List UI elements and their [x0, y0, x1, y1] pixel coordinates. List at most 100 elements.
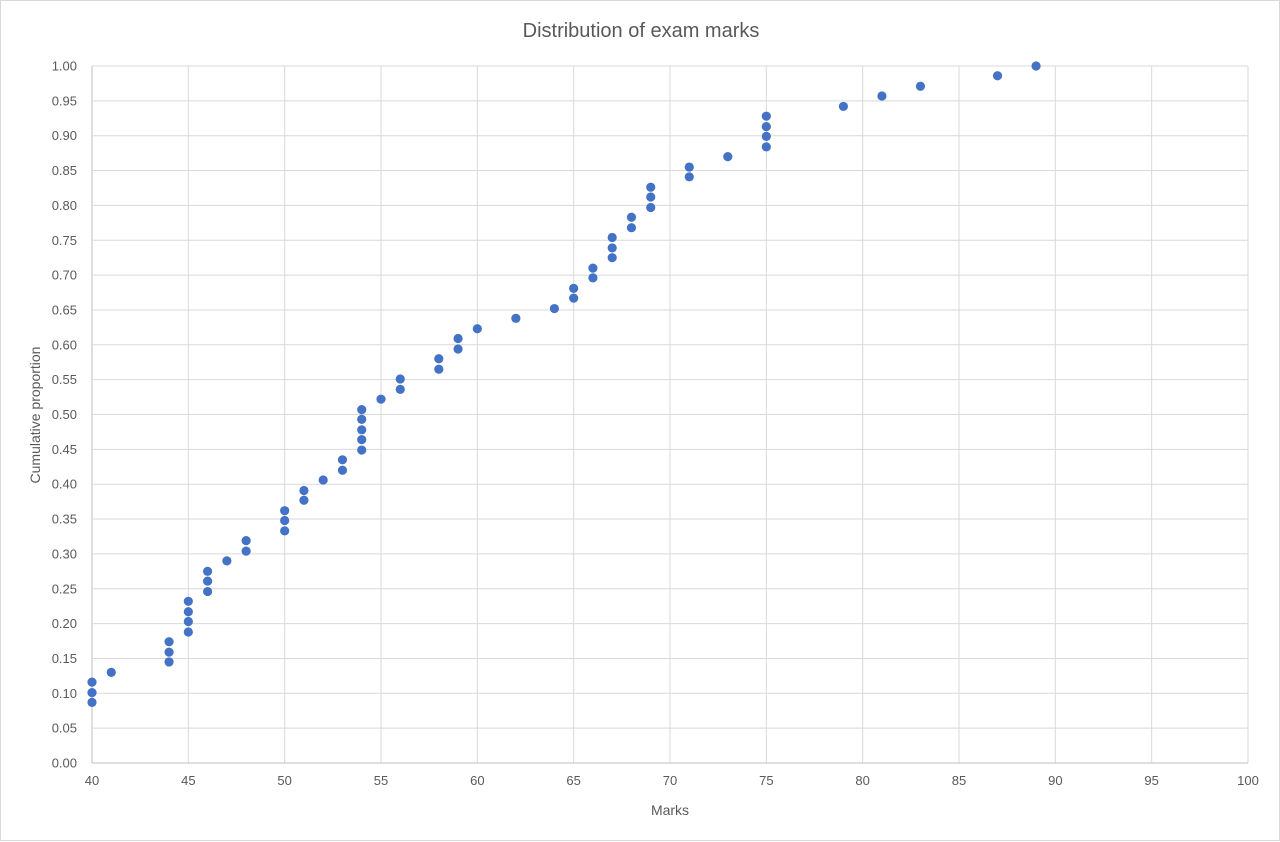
horizontal-gridlines — [92, 65, 1248, 764]
data-point — [434, 364, 444, 374]
data-point — [607, 243, 617, 253]
chart-title: Distribution of exam marks — [523, 20, 760, 42]
y-tick-label: 0.10 — [52, 686, 77, 701]
y-tick-label: 1.00 — [52, 59, 77, 74]
y-tick-label: 0.25 — [52, 581, 77, 596]
data-point — [646, 182, 656, 192]
data-point — [280, 515, 290, 526]
y-tick-label: 0.60 — [52, 337, 77, 352]
data-point — [164, 657, 174, 667]
y-tick-label: 0.90 — [52, 128, 77, 143]
y-tick-label: 0.05 — [52, 721, 77, 736]
y-tick-label: 0.70 — [52, 268, 77, 283]
y-tick-label: 0.75 — [52, 233, 77, 248]
data-point — [395, 374, 405, 384]
data-point — [472, 324, 482, 334]
data-point — [761, 131, 771, 141]
x-tick-label: 80 — [855, 773, 869, 788]
data-point — [241, 536, 251, 546]
x-tick-label: 85 — [952, 773, 966, 788]
data-point — [761, 142, 771, 152]
y-tick-label: 0.85 — [52, 163, 77, 178]
x-axis-title: Marks — [651, 802, 689, 818]
data-points — [87, 61, 1041, 707]
data-point — [569, 283, 579, 293]
data-point — [183, 607, 193, 617]
x-tick-label: 60 — [470, 773, 484, 788]
y-axis-title: Cumulative proportion — [27, 347, 43, 484]
y-tick-label: 0.20 — [52, 616, 77, 631]
y-tick-label: 0.80 — [52, 198, 77, 213]
data-point — [203, 586, 213, 597]
data-point — [646, 202, 656, 213]
data-point — [183, 596, 193, 606]
data-point — [549, 303, 560, 314]
data-point — [357, 405, 367, 415]
data-point — [395, 384, 405, 395]
data-point — [761, 111, 771, 121]
data-point — [183, 616, 193, 627]
x-tick-label: 75 — [759, 773, 773, 788]
data-point — [453, 333, 463, 344]
data-point — [164, 637, 174, 647]
data-point — [318, 475, 328, 485]
x-axis-tick-labels: 40 45 50 55 60 65 70 75 80 85 90 95 100 — [85, 773, 1259, 788]
data-point — [838, 101, 849, 112]
data-point — [357, 434, 367, 445]
data-point — [992, 71, 1003, 81]
data-point — [723, 152, 733, 162]
y-tick-label: 0.40 — [52, 477, 77, 492]
data-point — [1031, 61, 1041, 71]
y-tick-label: 0.35 — [52, 512, 77, 527]
y-tick-label: 0.50 — [52, 407, 77, 422]
y-tick-label: 0.45 — [52, 442, 77, 457]
data-point — [299, 485, 309, 496]
data-point — [588, 263, 598, 273]
data-point — [357, 445, 367, 455]
data-point — [376, 394, 386, 404]
data-point — [222, 556, 232, 566]
data-point — [299, 495, 309, 505]
x-tick-label: 65 — [566, 773, 580, 788]
data-point — [684, 162, 694, 172]
y-tick-label: 0.95 — [52, 93, 77, 108]
y-tick-label: 0.00 — [52, 756, 77, 771]
data-point — [607, 253, 617, 263]
data-point — [511, 313, 521, 323]
y-tick-label: 0.55 — [52, 372, 77, 387]
x-tick-label: 70 — [663, 773, 677, 788]
data-point — [337, 465, 348, 475]
data-point — [626, 223, 637, 233]
x-tick-label: 55 — [374, 773, 388, 788]
x-tick-label: 50 — [277, 773, 291, 788]
y-tick-label: 0.15 — [52, 651, 77, 666]
data-point — [357, 425, 367, 435]
data-point — [87, 697, 97, 707]
data-point — [684, 172, 694, 182]
data-point — [761, 122, 771, 132]
data-point — [453, 344, 463, 354]
x-tick-label: 40 — [85, 773, 99, 788]
data-point — [87, 677, 97, 687]
data-point — [183, 627, 193, 637]
data-point — [280, 506, 290, 516]
data-point — [106, 667, 116, 677]
x-tick-label: 45 — [181, 773, 195, 788]
data-point — [588, 273, 598, 283]
data-point — [280, 526, 290, 536]
data-point — [434, 354, 444, 364]
data-point — [241, 546, 251, 556]
data-point — [607, 232, 617, 243]
x-tick-label: 100 — [1237, 773, 1259, 788]
y-axis-tick-labels: 0.00 0.05 0.10 0.15 0.20 0.25 0.30 0.35 0.40 0.45… — [52, 59, 77, 771]
data-point — [203, 566, 213, 576]
data-point — [646, 192, 656, 202]
y-tick-label: 0.30 — [52, 546, 77, 561]
y-tick-label: 0.65 — [52, 302, 77, 317]
data-point — [877, 91, 887, 101]
data-point — [626, 212, 637, 222]
data-point — [87, 688, 97, 698]
data-point — [337, 455, 348, 465]
